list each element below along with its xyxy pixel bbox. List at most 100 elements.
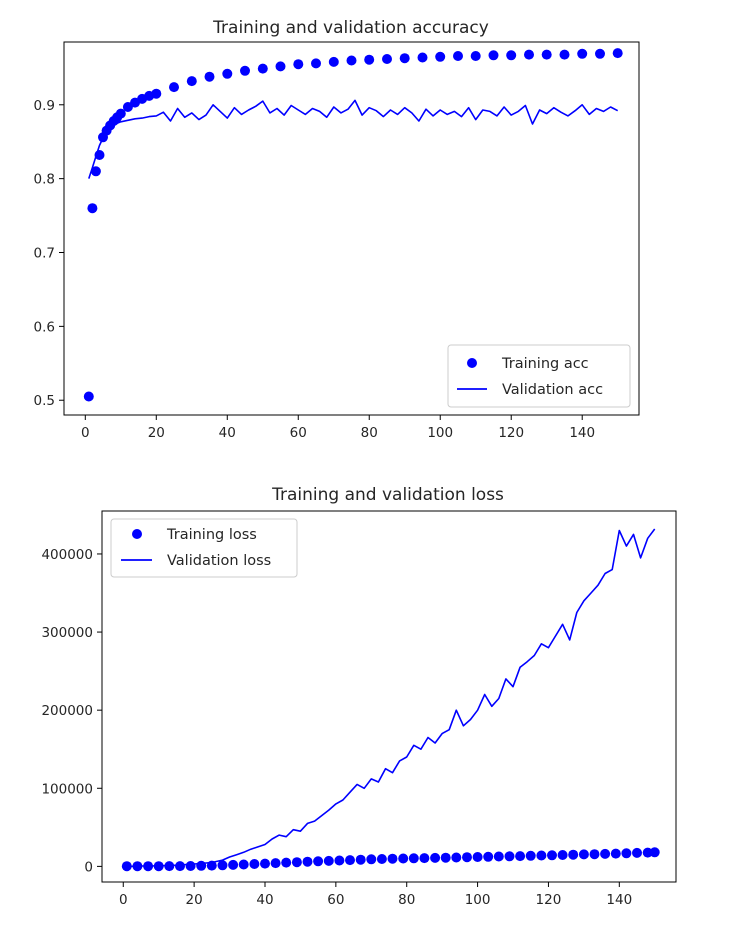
point-training-acc (222, 68, 233, 79)
point-training-loss (260, 858, 270, 869)
point-training-loss (504, 851, 515, 862)
point-training-loss (419, 853, 430, 864)
accuracy-xtick-label: 0 (81, 425, 90, 441)
point-training-acc (506, 50, 517, 61)
point-training-loss (281, 857, 292, 868)
point-training-loss (376, 854, 387, 864)
point-training-acc (382, 54, 392, 64)
point-training-loss (493, 851, 504, 862)
point-training-loss (408, 853, 419, 864)
loss-xtick-label: 80 (398, 892, 415, 908)
accuracy-xtick-label: 140 (569, 425, 595, 441)
accuracy-xtick-label: 40 (219, 425, 236, 441)
point-training-acc (186, 76, 197, 87)
loss-xtick-label: 0 (119, 892, 128, 908)
point-training-acc (541, 49, 552, 60)
point-training-loss (568, 849, 579, 860)
accuracy-ytick-label: 0.8 (34, 172, 55, 188)
point-training-loss (589, 849, 600, 860)
point-training-acc (328, 56, 339, 67)
point-training-loss (313, 856, 324, 867)
point-training-loss (334, 855, 345, 866)
loss-xtick-label: 100 (465, 892, 491, 908)
point-training-acc (204, 71, 215, 82)
point-training-loss (270, 858, 281, 869)
point-training-acc (417, 52, 428, 63)
series-line-validation-loss (126, 528, 656, 868)
accuracy-ytick-label: 0.5 (34, 393, 55, 409)
point-training-loss (430, 852, 441, 863)
point-training-acc (87, 203, 98, 214)
accuracy-legend: Training acc Validation acc (447, 344, 631, 408)
point-training-loss (302, 856, 313, 867)
legend-label-training-loss: Training loss (166, 527, 257, 543)
point-training-loss (483, 851, 494, 862)
point-training-loss (525, 850, 536, 861)
point-training-loss (451, 852, 462, 863)
point-training-acc (240, 65, 250, 76)
point-training-loss (642, 847, 653, 858)
point-training-loss (387, 853, 398, 864)
loss-ytick-label: 100000 (41, 781, 93, 797)
accuracy-ytick-label: 0.9 (34, 98, 55, 114)
loss-chart-title: Training and validation loss (271, 485, 504, 505)
loss-xtick-label: 60 (327, 892, 344, 908)
point-training-loss (536, 850, 547, 861)
point-training-acc (83, 391, 94, 402)
legend-marker-training-acc (467, 358, 477, 368)
accuracy-ytick-label: 0.7 (34, 246, 55, 262)
accuracy-xtick-label: 120 (498, 425, 524, 441)
point-training-loss (366, 854, 377, 865)
point-training-acc (169, 82, 179, 93)
point-training-loss (547, 850, 557, 861)
accuracy-xtick-label: 100 (427, 425, 453, 441)
loss-ytick-label: 200000 (41, 703, 93, 719)
loss-ytick-label: 400000 (41, 547, 93, 563)
legend-marker-training-loss (132, 529, 142, 539)
point-training-loss (440, 852, 451, 863)
point-training-loss (175, 861, 185, 872)
point-training-loss (345, 855, 355, 866)
point-training-acc (151, 88, 162, 99)
point-training-loss (472, 852, 483, 862)
point-training-loss (578, 849, 589, 860)
legend-label-training-acc: Training acc (501, 356, 589, 372)
accuracy-ytick-label: 0.6 (34, 319, 55, 335)
loss-xtick-label: 120 (536, 892, 562, 908)
loss-legend-box (110, 518, 298, 578)
point-training-loss (649, 847, 660, 858)
accuracy-chart-title: Training and validation accuracy (212, 18, 489, 38)
loss-ytick-label: 300000 (41, 625, 93, 641)
loss-ytick-label: 0 (84, 859, 93, 875)
point-training-loss (462, 852, 472, 863)
point-training-acc (364, 54, 375, 65)
point-training-acc (595, 48, 605, 59)
accuracy-xtick-label: 60 (290, 425, 307, 441)
point-training-loss (185, 861, 196, 871)
loss-xtick-label: 20 (186, 892, 203, 908)
point-training-loss (398, 853, 409, 864)
series-line-validation-acc (88, 99, 619, 179)
point-training-acc (559, 49, 570, 60)
point-training-acc (488, 50, 499, 61)
point-training-loss (291, 857, 302, 868)
point-training-loss (238, 859, 249, 870)
point-training-loss (515, 851, 526, 862)
point-training-loss (355, 854, 366, 865)
point-training-acc (453, 51, 463, 61)
point-training-loss (228, 859, 239, 870)
point-training-loss (610, 848, 621, 859)
point-training-acc (399, 53, 410, 64)
loss-xtick-label: 140 (606, 892, 632, 908)
point-training-acc (257, 63, 268, 74)
point-training-loss (323, 855, 334, 866)
point-training-acc (90, 166, 101, 177)
point-training-acc (612, 48, 623, 59)
loss-xtick-label: 40 (256, 892, 273, 908)
point-training-loss (621, 848, 632, 859)
point-training-loss (217, 860, 228, 871)
accuracy-chart: Training and validation accuracy 0 20 40 60… (34, 18, 640, 441)
point-training-acc (524, 49, 534, 60)
point-training-acc (346, 55, 357, 66)
